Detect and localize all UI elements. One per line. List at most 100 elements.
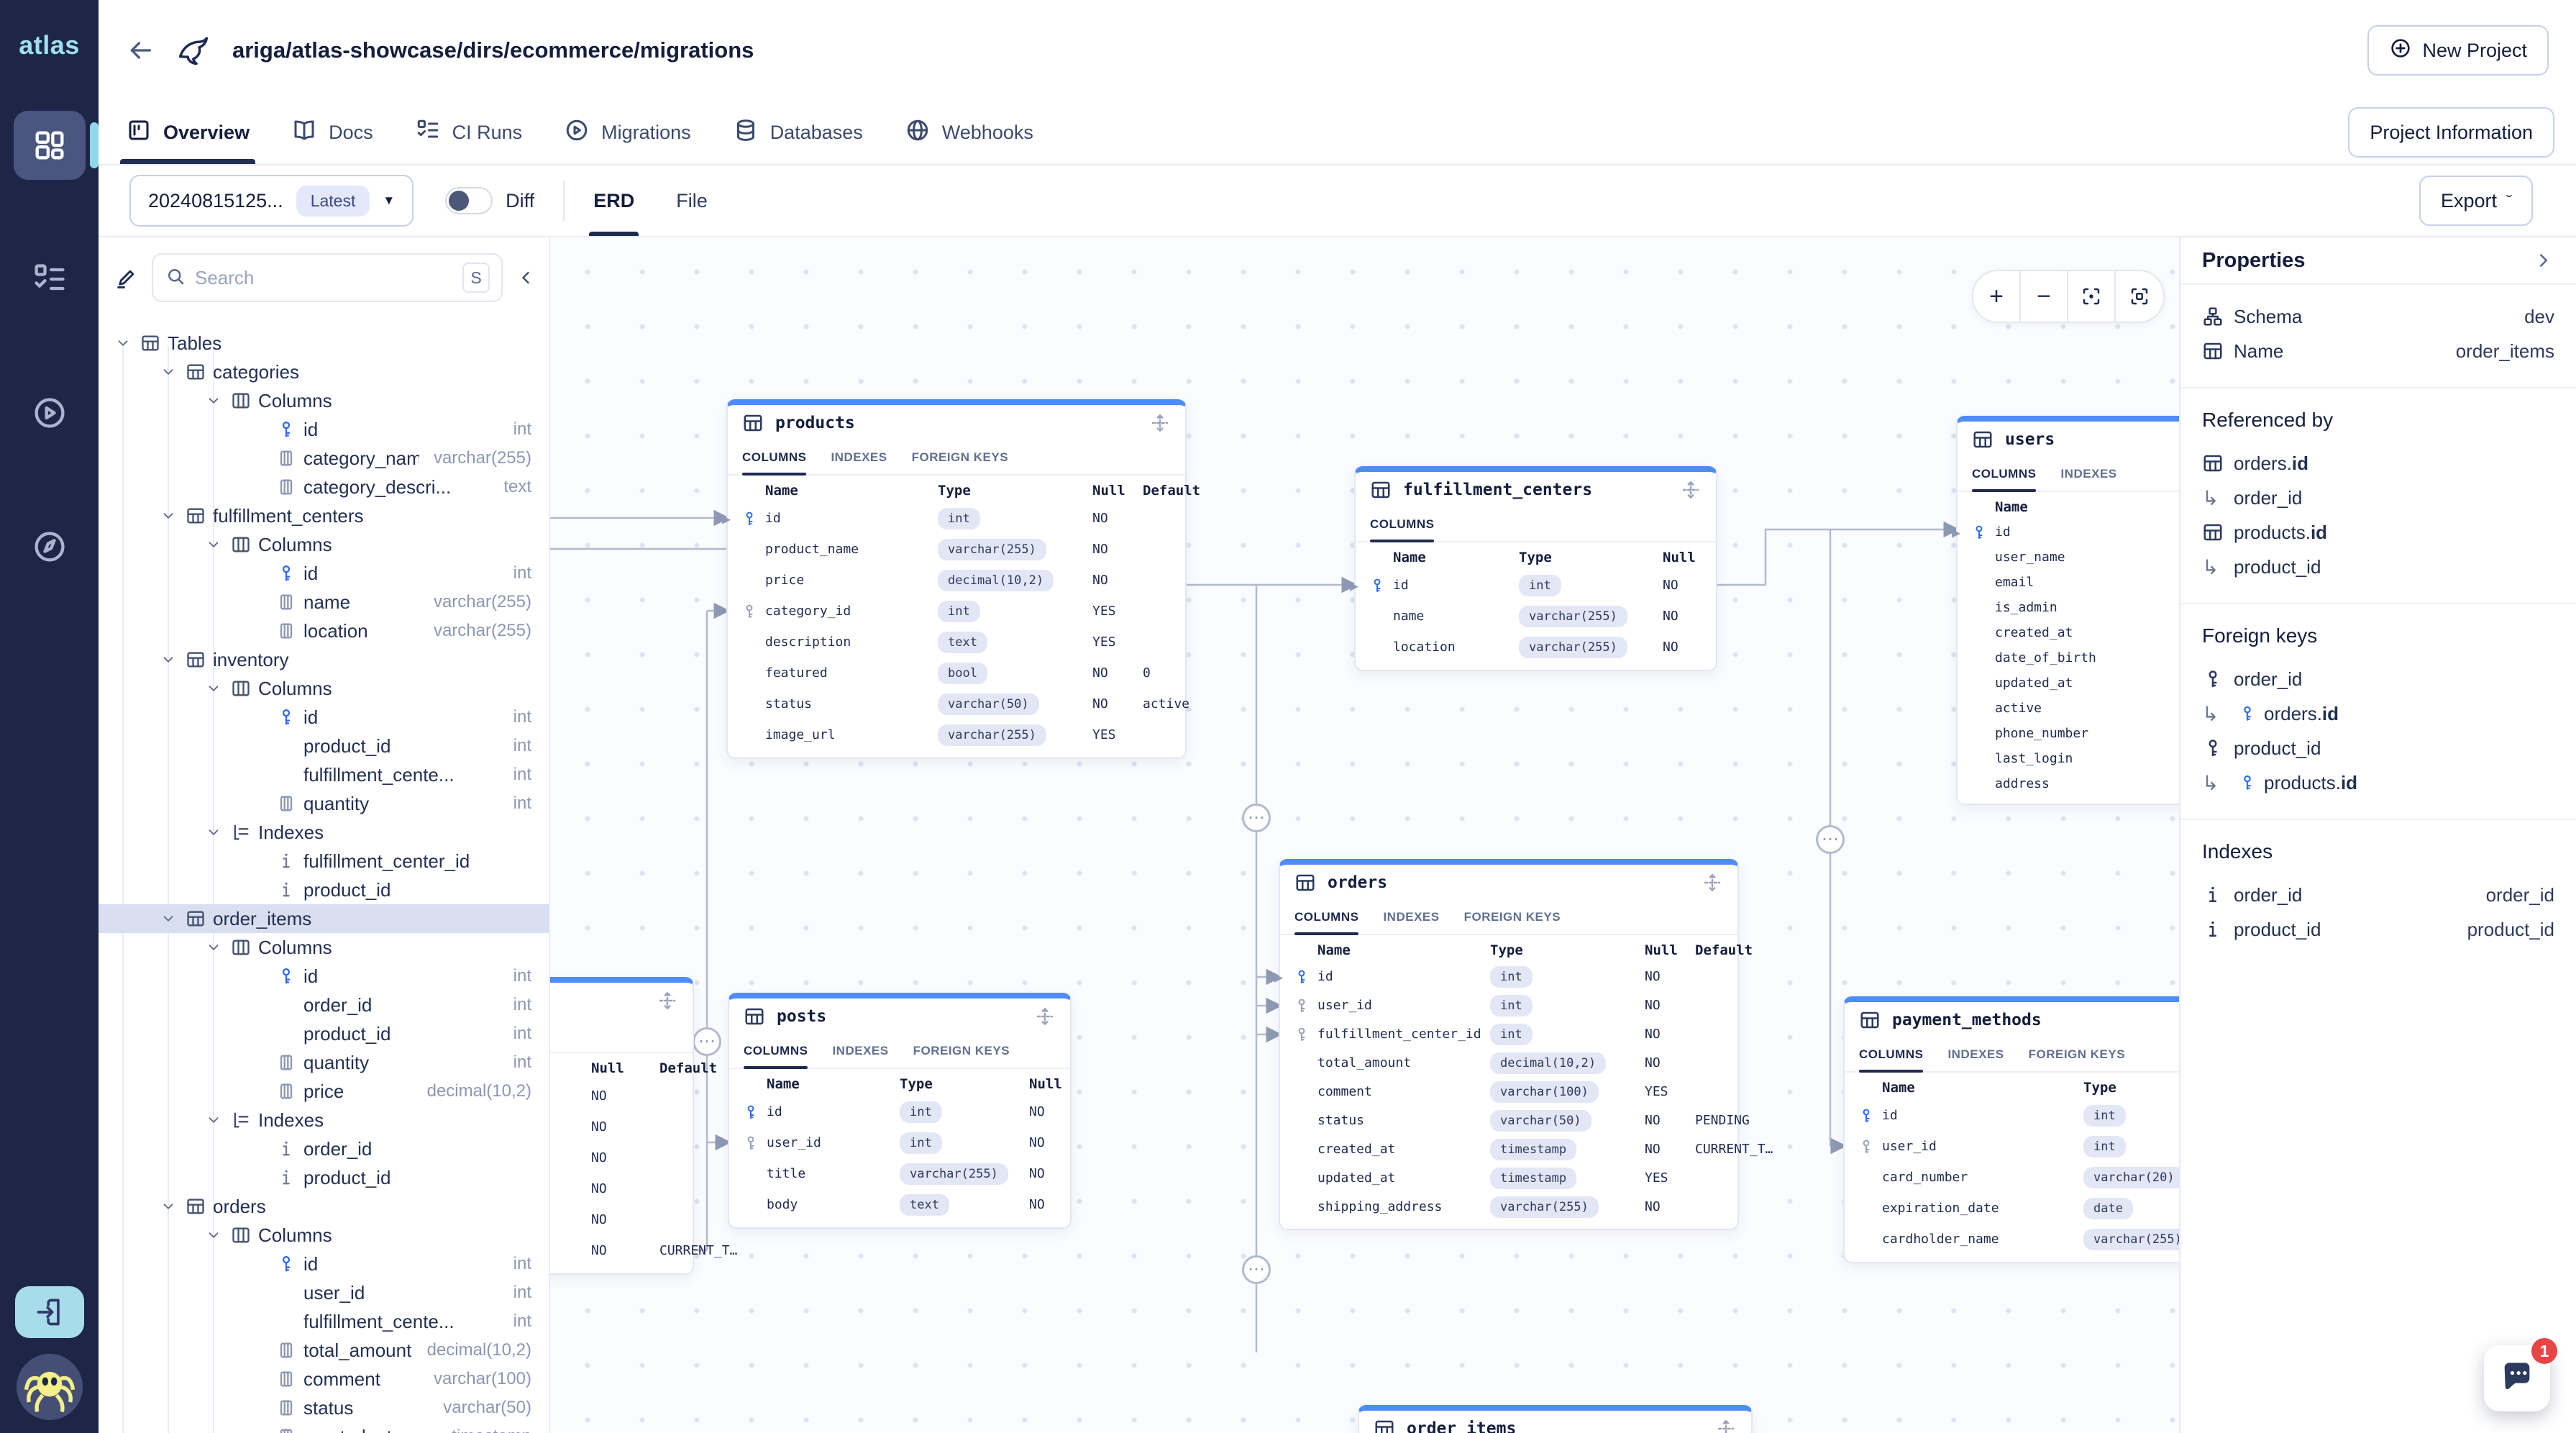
card-tab-indexes[interactable]: INDEXES <box>1383 910 1440 924</box>
erd-table-products[interactable]: products COLUMNS INDEXES FOREIGN KEYS Name Ty… <box>722 399 1200 759</box>
back-button[interactable] <box>126 36 155 65</box>
tree-item-id[interactable]: id int <box>99 1250 549 1278</box>
zoom-focus-button[interactable] <box>2068 271 2116 322</box>
chevron-down-icon[interactable] <box>201 1112 227 1128</box>
chevron-down-icon[interactable] <box>201 824 227 840</box>
section-item[interactable]: ↳ orders.id <box>2202 702 2339 725</box>
chevron-down-icon[interactable] <box>155 911 181 927</box>
tab-webhooks[interactable]: Webhooks <box>905 101 1033 164</box>
erd-table-order_items[interactable]: order_items <box>1358 1405 1753 1433</box>
tree-item-location[interactable]: location varchar(255) <box>99 617 549 645</box>
erd-table-posts[interactable]: posts COLUMNS INDEXES FOREIGN KEYS Name Type N… <box>728 993 1072 1229</box>
card-tab-columns[interactable]: COLUMNS <box>1294 901 1359 935</box>
tree-item-fulfillment_center_id[interactable]: fulfillment_center_id <box>99 847 549 875</box>
rail-checklist-icon[interactable] <box>14 245 86 314</box>
card-tab-indexes[interactable]: INDEXES <box>2060 467 2117 481</box>
tree-item-order_items[interactable]: order_items <box>99 904 549 933</box>
avatar[interactable] <box>16 1354 83 1420</box>
viewtab-erd[interactable]: ERD <box>589 165 639 236</box>
zoom-in-button[interactable]: + <box>1973 271 2021 322</box>
section-item[interactable]: products.id <box>2202 515 2554 550</box>
new-project-button[interactable]: New Project <box>2367 25 2549 76</box>
erd-table-fulfillment_centers[interactable]: fulfillment_centers COLUMNS Name Type Null id… <box>1350 466 1717 671</box>
card-tab-columns[interactable]: COLUMNS <box>1370 508 1435 542</box>
tree-item-category_descri[interactable]: category_descri... text <box>99 473 549 501</box>
tree-item-categories[interactable]: categories <box>99 358 549 386</box>
tab-migrations[interactable]: Migrations <box>564 101 691 164</box>
card-tab-indexes[interactable]: INDEXES <box>831 450 887 464</box>
zoom-out-button[interactable]: − <box>2021 271 2068 322</box>
tree-item-Columns[interactable]: Columns <box>99 674 549 703</box>
tree-item-quantity[interactable]: quantity int <box>99 789 549 818</box>
erd-table-users[interactable]: usersCOLUMNSINDEXESNameTypeidintuser_nam… <box>1952 416 2179 805</box>
viewtab-file[interactable]: File <box>676 189 708 211</box>
tab-overview[interactable]: Overview <box>119 101 256 164</box>
tree-item-product_id[interactable]: product_id int <box>303 734 531 757</box>
section-item[interactable]: product_id <box>2202 731 2554 765</box>
chevron-down-icon[interactable] <box>201 940 227 955</box>
tree-item-product_id[interactable]: product_id <box>99 1163 549 1192</box>
tree-item-status[interactable]: status varchar(50) <box>99 1393 549 1422</box>
tree-item-product_id[interactable]: product_id <box>99 875 549 904</box>
rail-compass-icon[interactable] <box>14 512 86 581</box>
card-tab-foreign-keys[interactable]: FOREIGN KEYS <box>911 450 1009 464</box>
section-item[interactable]: ↳ product_id <box>2202 555 2321 578</box>
section-item[interactable]: order_id order_id <box>2202 878 2554 912</box>
drag-handle-icon[interactable] <box>1149 412 1171 434</box>
drag-handle-icon[interactable] <box>1715 1418 1737 1433</box>
chevron-down-icon[interactable] <box>155 1198 181 1214</box>
card-tab-columns[interactable]: COLUMNS <box>742 441 807 476</box>
tree-item-Indexes[interactable]: Indexes <box>99 818 549 847</box>
section-item[interactable]: order_id <box>2202 662 2554 696</box>
tree-item-total_amount[interactable]: total_amount decimal(10,2) <box>99 1336 549 1365</box>
tree-item-name[interactable]: name varchar(255) <box>99 588 549 617</box>
drag-handle-icon[interactable] <box>1034 1006 1056 1027</box>
tree-item-Columns[interactable]: Columns <box>99 1221 549 1250</box>
erd-table-payment_methods[interactable]: payment_methods COLUMNS INDEXES FOREIGN KEY… <box>1843 996 2179 1263</box>
project-information-button[interactable]: Project Information <box>2348 107 2554 158</box>
chevron-right-icon[interactable] <box>2533 250 2554 271</box>
erd-table-partial[interactable]: Null Default NO NO NO NO NO NO CURRENT_T… <box>550 977 737 1275</box>
tree-item-Columns[interactable]: Columns <box>99 386 549 415</box>
version-selector[interactable]: 20240815125... Latest ▼ <box>129 175 414 227</box>
tab-docs[interactable]: Docs <box>291 101 373 164</box>
sign-in-button[interactable] <box>14 1286 84 1338</box>
tree-item-fulfillment_centers[interactable]: fulfillment_centers <box>99 501 549 530</box>
tree-item-Columns[interactable]: Columns <box>99 530 549 559</box>
chevron-down-icon[interactable] <box>201 681 227 696</box>
card-tab-columns[interactable]: COLUMNS <box>1859 1038 1924 1073</box>
card-tab-indexes[interactable]: INDEXES <box>1947 1047 2004 1061</box>
tree-item-price[interactable]: price decimal(10,2) <box>99 1077 549 1106</box>
drag-handle-icon[interactable] <box>1702 872 1723 893</box>
tree-item-id[interactable]: id int <box>99 703 549 732</box>
chevron-down-icon[interactable] <box>155 508 181 524</box>
tree-item-Indexes[interactable]: Indexes <box>99 1106 549 1134</box>
tab-ci-runs[interactable]: CI Runs <box>415 101 522 164</box>
card-tab-foreign-keys[interactable]: FOREIGN KEYS <box>2028 1047 2126 1061</box>
card-tab-indexes[interactable]: INDEXES <box>832 1044 889 1057</box>
rail-play-circle-icon[interactable] <box>14 378 86 447</box>
chevron-down-icon[interactable] <box>201 393 227 409</box>
tree-item-fulfillment_cente[interactable]: fulfillment_cente... int <box>303 1310 531 1332</box>
collapse-panel-icon[interactable] <box>516 268 536 288</box>
card-tab-columns[interactable]: COLUMNS <box>744 1034 808 1069</box>
tree-item-id[interactable]: id int <box>99 415 549 444</box>
tab-databases[interactable]: Databases <box>733 101 863 164</box>
drag-handle-icon[interactable] <box>1680 479 1702 501</box>
erd-canvas[interactable]: + − ⋯ ⋯ ⋯ ⋯ Null Default NO NO NO NO NO NO CURRENT_T…… <box>550 237 2179 1433</box>
tree-item-comment[interactable]: comment varchar(100) <box>99 1365 549 1393</box>
drag-handle-icon[interactable] <box>657 990 678 1011</box>
rail-dashboard-icon[interactable] <box>13 111 99 180</box>
chevron-down-icon[interactable] <box>110 335 136 351</box>
diff-toggle[interactable] <box>445 187 493 214</box>
card-tab-columns[interactable]: COLUMNS <box>1972 458 2037 492</box>
search-input[interactable] <box>195 266 454 289</box>
erd-table-orders[interactable]: orders COLUMNS INDEXES FOREIGN KEYS Name Type… <box>1274 859 1773 1230</box>
section-item[interactable]: orders.id <box>2202 446 2554 481</box>
card-tab-foreign-keys[interactable]: FOREIGN KEYS <box>913 1044 1010 1057</box>
section-item[interactable]: ↳ order_id <box>2202 486 2303 509</box>
tree-item-inventory[interactable]: inventory <box>99 645 549 674</box>
tree-item-id[interactable]: id int <box>99 559 549 588</box>
